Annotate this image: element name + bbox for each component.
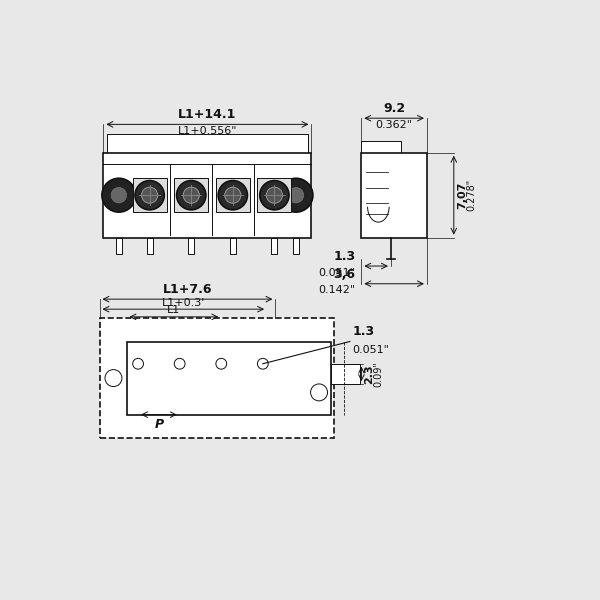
Text: L1: L1 [167, 305, 181, 316]
Text: 0.09": 0.09" [374, 361, 384, 387]
Bar [257, 178, 292, 212]
Circle shape [266, 187, 283, 203]
Text: 0.362": 0.362" [376, 120, 413, 130]
Circle shape [133, 358, 143, 369]
Text: 0.051": 0.051" [319, 268, 355, 278]
Circle shape [183, 187, 199, 203]
Bar [146, 238, 153, 254]
Text: L1+0.556": L1+0.556" [178, 126, 237, 136]
Bar [361, 141, 401, 153]
Text: 0.142": 0.142" [318, 285, 355, 295]
Circle shape [257, 358, 268, 369]
Text: 9.2: 9.2 [383, 102, 405, 115]
Bar [331, 364, 360, 384]
Text: 0.278": 0.278" [466, 179, 476, 211]
Text: 7,07: 7,07 [457, 182, 467, 209]
Circle shape [225, 187, 241, 203]
Bar [116, 238, 122, 254]
Text: L1+0.3': L1+0.3' [161, 298, 205, 308]
Circle shape [216, 358, 227, 369]
Bar [174, 178, 208, 212]
Circle shape [111, 187, 127, 203]
Text: 1.3: 1.3 [333, 250, 355, 263]
Circle shape [260, 181, 289, 210]
Bar [293, 238, 299, 254]
Bar [271, 238, 277, 254]
Bar [103, 153, 311, 238]
Bar [133, 178, 167, 212]
Circle shape [218, 181, 247, 210]
Text: L1+7.6: L1+7.6 [163, 283, 212, 296]
Bar [361, 153, 427, 238]
Bar [107, 134, 308, 153]
Circle shape [142, 187, 158, 203]
Circle shape [279, 178, 313, 212]
Circle shape [105, 370, 122, 386]
Circle shape [176, 181, 206, 210]
Text: P: P [154, 419, 163, 431]
Bar [230, 238, 236, 254]
Text: L1+14.1: L1+14.1 [178, 108, 236, 121]
Bar [188, 238, 194, 254]
Circle shape [311, 384, 328, 401]
Circle shape [174, 358, 185, 369]
Circle shape [288, 187, 304, 203]
Text: 1.3: 1.3 [352, 325, 374, 338]
Text: 0.051": 0.051" [352, 344, 389, 355]
Text: 3,6: 3,6 [333, 268, 355, 281]
Bar [216, 178, 250, 212]
Circle shape [135, 181, 164, 210]
Text: 2.3: 2.3 [364, 364, 374, 384]
Bar [100, 319, 334, 438]
Circle shape [102, 178, 136, 212]
Bar [127, 341, 331, 415]
